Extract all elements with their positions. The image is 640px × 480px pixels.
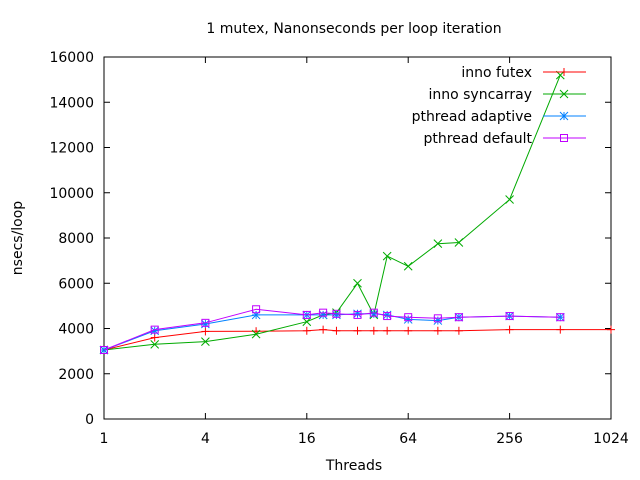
data-point-marker (251, 329, 261, 339)
data-point-marker (332, 326, 341, 335)
x-tick-label: 4 (201, 431, 210, 447)
data-point-marker (201, 318, 210, 327)
y-axis-label: nsecs/loop (10, 201, 26, 276)
y-tick-label: 12000 (49, 141, 94, 157)
series-layer (99, 70, 615, 355)
data-point-marker (353, 278, 362, 288)
y-tick-label: 8000 (58, 231, 94, 247)
data-point-marker (353, 326, 362, 335)
data-point-marker (369, 308, 378, 317)
data-point-marker (150, 339, 160, 349)
data-point-marker (560, 134, 568, 142)
data-point-marker (100, 345, 108, 354)
data-point-marker (332, 309, 341, 318)
data-point-marker (454, 238, 464, 247)
data-point-marker (607, 325, 615, 334)
data-point-marker (505, 325, 514, 334)
series-line (103, 313, 561, 351)
data-point-marker (302, 310, 311, 319)
data-point-marker (383, 312, 392, 321)
data-point-marker (252, 305, 261, 314)
x-tick-label: 64 (399, 431, 417, 447)
data-point-marker (251, 310, 261, 320)
y-tick-label: 0 (85, 412, 94, 428)
x-tick-label: 256 (496, 431, 523, 447)
data-point-marker (404, 313, 413, 322)
y-tick-label: 6000 (58, 276, 94, 292)
x-tick-label: 1 (100, 431, 109, 447)
data-point-marker (353, 310, 362, 319)
data-point-marker (302, 326, 311, 335)
data-point-marker (382, 251, 392, 261)
legend: inno futex inno syncarray pthread adaptive… (412, 65, 586, 147)
data-point-marker (150, 325, 159, 334)
data-point-marker (403, 261, 413, 271)
y-tick-label: 2000 (58, 367, 94, 383)
data-point-marker (404, 326, 413, 335)
data-point-marker (556, 325, 565, 334)
data-point-marker (454, 313, 463, 322)
legend-entry: inno futex (461, 65, 586, 81)
data-point-marker (559, 111, 569, 121)
series-inno-futex (100, 325, 615, 354)
data-point-marker (556, 313, 565, 322)
data-point-marker (319, 325, 328, 334)
plot-area-frame (103, 56, 612, 420)
data-point-marker (433, 239, 443, 249)
series-pthread-default (100, 305, 565, 354)
data-point-marker (560, 68, 568, 76)
data-point-marker (433, 326, 442, 335)
x-axis-label: Threads (325, 458, 382, 474)
chart-title: 1 mutex, Nanonseconds per loop iteration (206, 21, 501, 37)
data-point-marker (454, 326, 463, 335)
y-tick-label: 16000 (49, 50, 94, 66)
legend-entry: pthread default (424, 131, 586, 147)
data-point-marker (383, 326, 392, 335)
data-point-marker (201, 337, 210, 346)
y-tick-label: 14000 (49, 95, 94, 111)
series-line (103, 308, 561, 351)
legend-label: inno futex (461, 65, 532, 81)
x-tick-label: 16 (298, 431, 316, 447)
data-point-marker (319, 308, 328, 317)
data-point-marker (150, 333, 159, 342)
y-tick-label: 10000 (49, 186, 94, 202)
axis-ticks: 0 2000 4000 6000 8000 10000 12000 14000 16000 1 4 1… (49, 50, 628, 447)
legend-label: inno syncarray (428, 87, 532, 103)
data-point-marker (318, 310, 328, 320)
data-point-marker (369, 326, 378, 335)
data-point-marker (302, 317, 312, 327)
legend-entry: pthread adaptive (412, 109, 586, 125)
legend-entry: inno syncarray (428, 87, 586, 103)
y-tick-label: 4000 (58, 322, 94, 338)
series-line (103, 329, 611, 351)
data-point-marker (559, 89, 569, 99)
data-point-marker (201, 327, 210, 336)
legend-label: pthread default (424, 131, 533, 147)
data-point-marker (433, 314, 442, 323)
data-point-marker (505, 195, 514, 204)
legend-label: pthread adaptive (412, 109, 532, 125)
data-point-marker (505, 312, 514, 321)
x-tick-label: 1024 (593, 431, 629, 447)
